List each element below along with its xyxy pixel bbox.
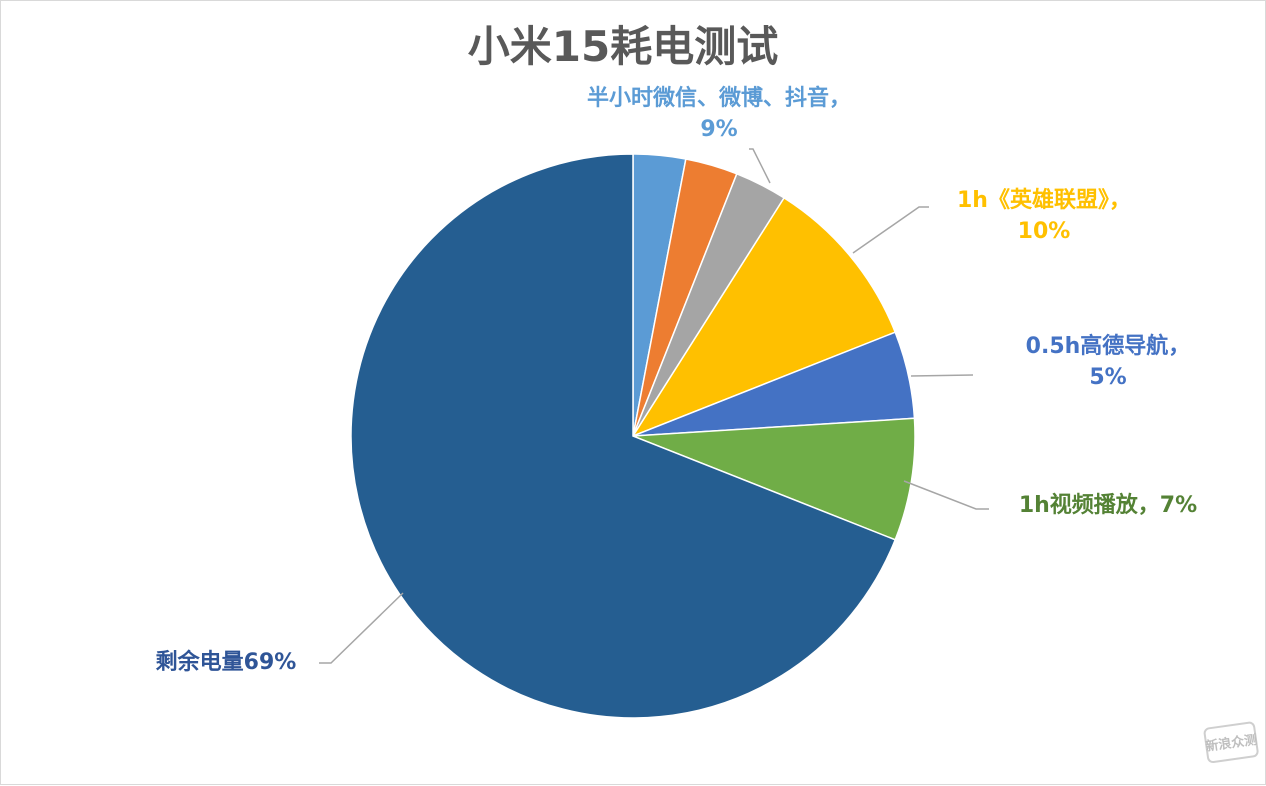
leader-line-2 [910,374,974,377]
watermark-text: 新浪众测 [1204,732,1258,755]
data-label-line: 1h《英雄联盟》， [957,188,1131,213]
watermark-logo: 新浪众测 [1203,721,1259,764]
pie-slice-6 [350,153,897,719]
leader-line-1 [852,206,929,254]
leader-line-3 [903,480,989,510]
data-label-4: 剩余电量69% [156,649,297,675]
data-label-line: 9% [700,117,737,142]
data-label-line: 剩余电量69% [156,649,297,675]
data-label-0: 半小时微信、微博、抖音， 9% [587,85,851,142]
leader-line-4 [319,592,404,664]
leader-line-0 [749,148,771,184]
data-label-1: 1h《英雄联盟》， 10% [957,188,1131,244]
data-label-line: 1h视频播放，7% [1019,492,1197,518]
data-labels: 半小时微信、微博、抖音， 9% 1h《英雄联盟》， 10% 0.5h高德导航， 5% 1h视… [156,85,1198,675]
pie-slices [350,153,916,719]
data-label-line: 半小时微信、微博、抖音， [587,85,851,111]
data-label-3: 1h视频播放，7% [1019,492,1197,518]
chart-title: 小米15耗电测试 [468,22,778,71]
data-label-2: 0.5h高德导航， 5% [1026,333,1191,390]
data-label-line: 10% [1018,219,1071,244]
data-label-line: 0.5h高德导航， [1026,333,1191,359]
data-label-line: 5% [1089,365,1126,390]
pie-slice-3 [631,196,897,438]
pie-slice-5 [632,417,916,541]
leader-lines [319,148,989,664]
